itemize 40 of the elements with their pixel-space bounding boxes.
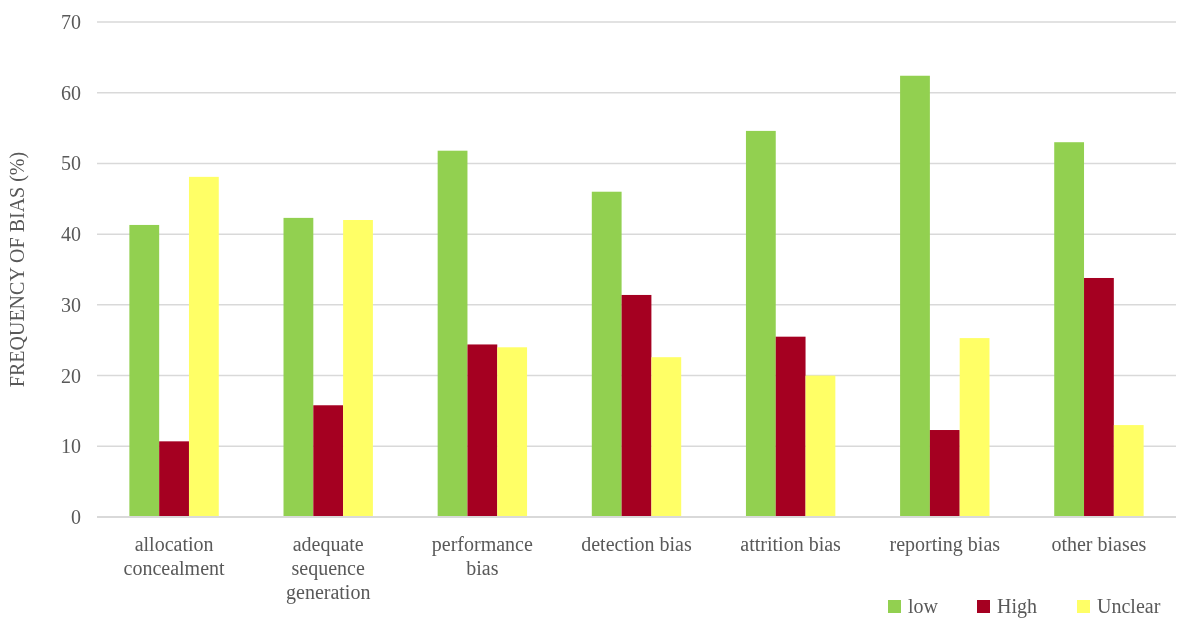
- bar: [959, 338, 990, 517]
- bar: [188, 176, 219, 517]
- bar: [129, 224, 160, 517]
- bar: [900, 75, 930, 517]
- legend-label: low: [908, 595, 939, 617]
- x-tick-label: reporting bias: [889, 533, 1001, 556]
- y-tick-label: 0: [71, 506, 81, 528]
- bar: [805, 375, 836, 517]
- y-tick-label: 10: [61, 435, 81, 458]
- bar: [929, 430, 960, 517]
- bar: [283, 217, 314, 517]
- y-tick-label: 40: [61, 223, 81, 246]
- bar: [591, 191, 622, 517]
- y-tick-label: 60: [61, 81, 81, 104]
- bar: [343, 220, 373, 517]
- bar: [621, 294, 652, 517]
- x-tick-label: adequate sequence generation: [286, 533, 371, 604]
- y-axis-title: FREQUENCY OF BIAS (%): [6, 151, 29, 388]
- bar: [497, 347, 528, 517]
- bar: [745, 130, 776, 517]
- y-tick-label: 20: [61, 364, 81, 387]
- x-tick-label: allocation concealment: [123, 533, 226, 579]
- y-tick-label: 30: [61, 293, 81, 316]
- y-tick-label: 50: [61, 152, 81, 175]
- bar: [159, 441, 189, 517]
- bar: [1113, 425, 1144, 517]
- bar: [775, 336, 806, 517]
- bar: [651, 357, 682, 517]
- bar: [313, 405, 344, 517]
- y-tick-label: 70: [61, 11, 81, 33]
- bar: [437, 150, 468, 517]
- bar: [467, 344, 498, 517]
- x-tick-label: other biases: [1051, 533, 1147, 555]
- x-tick-label: attrition bias: [740, 533, 842, 555]
- legend-label: Unclear: [1097, 595, 1161, 617]
- x-tick-label: performance bias: [431, 533, 533, 579]
- legend-label: High: [997, 595, 1037, 618]
- bar: [1054, 142, 1085, 517]
- bar: [1084, 277, 1114, 517]
- x-tick-label: detection bias: [581, 533, 692, 555]
